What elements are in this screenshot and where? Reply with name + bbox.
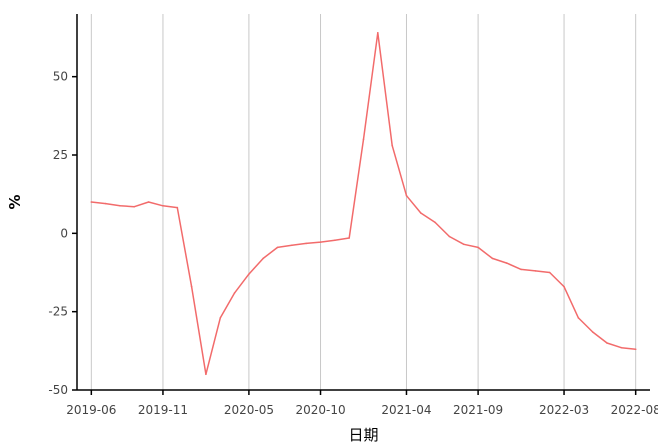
data-point bbox=[534, 270, 537, 272]
y-axis-title: % bbox=[6, 194, 24, 209]
data-point bbox=[219, 317, 222, 319]
data-point bbox=[348, 237, 351, 239]
x-tick-label: 2022-03 bbox=[539, 403, 589, 417]
series bbox=[90, 32, 637, 376]
x-tick-label: 2021-04 bbox=[381, 403, 431, 417]
grid bbox=[90, 14, 637, 390]
data-point bbox=[520, 268, 522, 271]
data-point bbox=[276, 246, 279, 249]
x-axis-title: 日期 bbox=[348, 426, 378, 444]
x-tick-label: 2019-11 bbox=[138, 403, 188, 417]
series-line bbox=[91, 32, 636, 376]
data-point bbox=[606, 342, 608, 344]
data-point bbox=[319, 241, 322, 243]
data-point bbox=[205, 373, 207, 376]
data-point bbox=[262, 257, 265, 260]
x-tick-label: 2021-09 bbox=[453, 403, 503, 417]
data-point bbox=[563, 285, 565, 288]
data-point bbox=[291, 244, 293, 246]
data-point bbox=[620, 346, 623, 349]
data-point bbox=[233, 292, 236, 294]
data-point bbox=[133, 205, 136, 208]
data-point bbox=[362, 138, 365, 141]
y-tick-label: -50 bbox=[48, 383, 68, 397]
data-point bbox=[491, 257, 494, 260]
y-axis-ticks: -50 -25 0 25 50 bbox=[48, 70, 77, 397]
data-point bbox=[477, 246, 479, 249]
data-point bbox=[377, 32, 379, 34]
data-point bbox=[305, 242, 308, 245]
y-tick-label: -25 bbox=[48, 305, 68, 319]
data-point bbox=[334, 239, 336, 241]
data-point bbox=[405, 194, 408, 197]
y-tick-label: 50 bbox=[53, 70, 68, 84]
data-point bbox=[420, 212, 422, 214]
y-tick-label: 0 bbox=[60, 226, 68, 240]
data-point bbox=[391, 144, 394, 147]
y-tick-label: 25 bbox=[53, 148, 68, 162]
data-point bbox=[634, 348, 637, 351]
x-tick-label: 2020-05 bbox=[224, 403, 274, 417]
data-point bbox=[248, 273, 250, 275]
data-point bbox=[119, 205, 121, 207]
x-tick-label: 2022-08 bbox=[611, 403, 658, 417]
data-point bbox=[104, 202, 107, 205]
data-point bbox=[176, 206, 179, 209]
data-point bbox=[548, 271, 551, 274]
data-point bbox=[434, 221, 436, 224]
x-tick-label: 2019-06 bbox=[66, 403, 116, 417]
data-point bbox=[591, 331, 594, 333]
data-point bbox=[463, 243, 465, 246]
data-point bbox=[448, 235, 451, 238]
data-point bbox=[147, 201, 150, 203]
data-point bbox=[190, 285, 193, 288]
data-point bbox=[90, 201, 93, 203]
data-point bbox=[506, 262, 508, 264]
data-point bbox=[162, 205, 164, 207]
x-tick-label: 2020-10 bbox=[295, 403, 345, 417]
x-axis-ticks: 2019-06 2019-11 2020-05 2020-10 2021-04 2021-… bbox=[66, 390, 658, 417]
data-point bbox=[577, 317, 580, 319]
